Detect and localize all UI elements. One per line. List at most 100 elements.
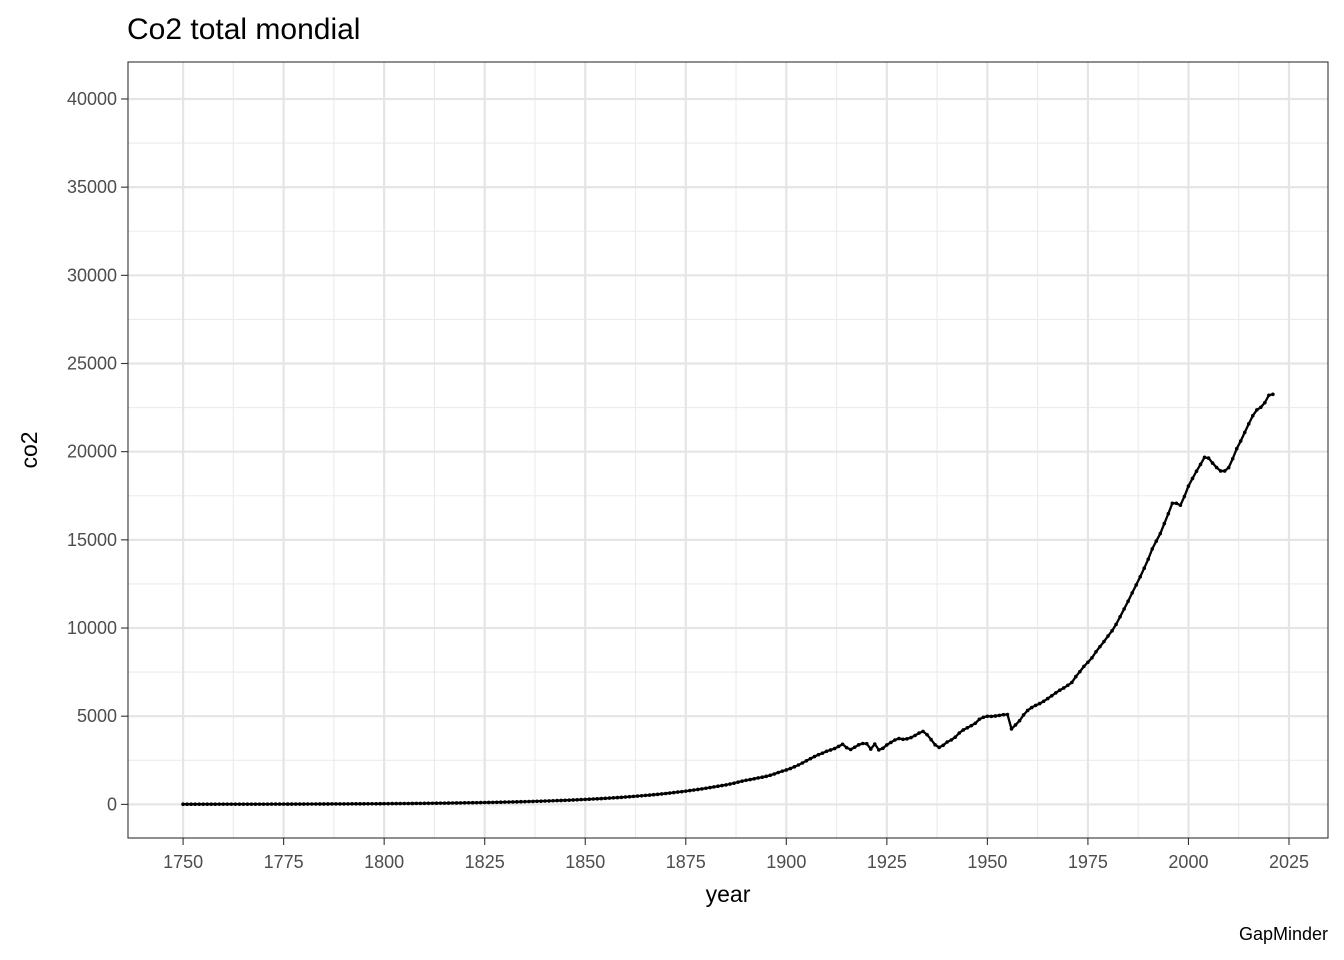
data-point — [1166, 511, 1171, 516]
data-point — [1178, 503, 1183, 508]
data-point — [1029, 705, 1034, 710]
x-tick-label: 1825 — [465, 852, 505, 872]
data-point — [860, 741, 865, 746]
data-point — [1142, 566, 1147, 570]
data-point — [1170, 501, 1175, 506]
data-point — [378, 801, 382, 806]
data-point — [1271, 392, 1275, 397]
data-point — [1242, 430, 1247, 435]
data-point — [981, 715, 986, 720]
data-point — [567, 798, 571, 802]
data-point — [205, 802, 210, 806]
data-point — [543, 799, 547, 803]
data-point — [820, 751, 825, 755]
data-point — [197, 802, 201, 806]
data-point — [1210, 461, 1215, 465]
data-point — [651, 792, 656, 797]
data-point — [720, 783, 724, 788]
data-point — [752, 777, 756, 781]
data-point — [1041, 699, 1046, 704]
data-point — [824, 749, 829, 754]
data-point — [792, 765, 797, 769]
data-point — [503, 800, 507, 804]
data-point — [1222, 469, 1227, 473]
data-point — [615, 795, 620, 800]
data-point — [1013, 723, 1018, 727]
data-point — [607, 796, 612, 800]
y-tick-label: 15000 — [67, 530, 117, 550]
data-point — [1146, 557, 1151, 561]
data-point — [1214, 465, 1219, 470]
data-point — [297, 802, 302, 806]
data-point — [181, 802, 185, 807]
y-tick-label: 35000 — [67, 177, 117, 197]
y-axis-title: co2 — [16, 431, 42, 468]
data-point — [1186, 484, 1191, 488]
data-point — [655, 792, 660, 797]
data-point — [511, 800, 515, 804]
data-point — [1255, 408, 1259, 412]
data-point — [1094, 650, 1098, 654]
data-point — [1234, 446, 1239, 451]
data-point — [643, 793, 648, 798]
data-point — [736, 780, 740, 784]
data-point — [1130, 591, 1134, 595]
data-point — [350, 802, 354, 806]
data-point — [599, 796, 604, 801]
data-point — [985, 714, 990, 719]
data-point — [700, 787, 704, 791]
data-point — [1154, 539, 1159, 543]
data-point — [816, 752, 821, 757]
x-tick-label: 1850 — [565, 852, 605, 872]
data-point — [1009, 727, 1014, 731]
data-point — [659, 792, 664, 796]
data-point — [221, 802, 226, 806]
data-point — [893, 738, 897, 742]
data-point — [478, 800, 483, 805]
data-point — [1049, 693, 1054, 698]
data-point — [422, 801, 427, 806]
data-point — [474, 800, 479, 805]
data-point — [764, 774, 768, 779]
data-point — [917, 731, 921, 735]
data-point — [965, 726, 970, 730]
panel-border — [127, 61, 1329, 839]
data-point — [494, 800, 499, 805]
data-point — [531, 799, 535, 804]
data-point — [724, 783, 728, 787]
x-tick-label: 1775 — [264, 852, 304, 872]
data-point — [844, 745, 849, 750]
x-tick-label: 2025 — [1269, 852, 1309, 872]
data-point — [1017, 718, 1022, 723]
data-point — [1263, 400, 1267, 405]
data-point — [1126, 599, 1130, 604]
data-point — [728, 782, 732, 786]
data-point — [953, 735, 958, 739]
data-point — [285, 802, 290, 806]
data-point — [527, 799, 531, 804]
data-point — [688, 788, 692, 793]
data-point — [1057, 688, 1062, 692]
data-point — [314, 802, 318, 806]
data-point — [627, 794, 632, 799]
data-point — [744, 778, 748, 783]
data-point — [619, 795, 624, 800]
data-point — [237, 802, 242, 806]
data-point — [1001, 712, 1006, 717]
data-point — [1070, 680, 1074, 685]
data-point — [559, 798, 563, 803]
data-point — [740, 779, 744, 783]
data-point — [909, 735, 913, 740]
data-point — [466, 800, 471, 805]
data-point — [1037, 701, 1042, 706]
data-point — [261, 802, 266, 806]
data-point — [430, 801, 435, 806]
data-point — [1033, 703, 1038, 708]
major-gridlines — [128, 62, 1328, 838]
data-point — [989, 714, 994, 719]
data-point — [374, 801, 378, 806]
data-point — [241, 802, 246, 806]
data-point — [338, 802, 342, 806]
x-tick-label: 1925 — [867, 852, 907, 872]
data-point — [249, 802, 254, 806]
